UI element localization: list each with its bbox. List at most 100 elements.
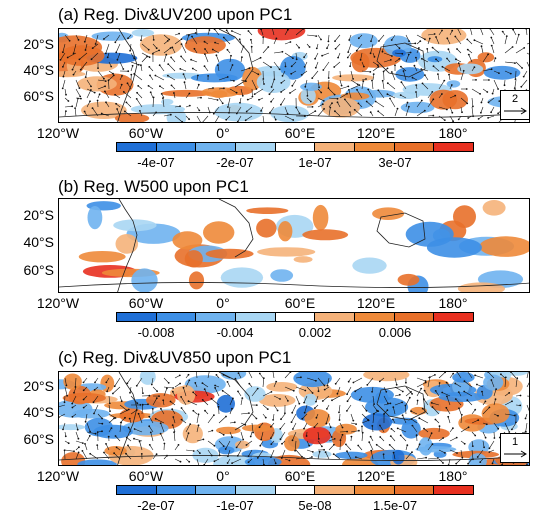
- wind-vector-head: [112, 74, 115, 77]
- wind-vector: [419, 417, 429, 424]
- wind-vector: [62, 79, 66, 89]
- wind-vector: [449, 115, 454, 122]
- wind-vector: [489, 29, 495, 36]
- wind-vector-head: [411, 76, 414, 79]
- wind-vector: [387, 82, 396, 90]
- anomaly-contour: [321, 97, 361, 118]
- wind-vector: [482, 54, 489, 63]
- lon-label: 120°E: [356, 125, 396, 141]
- wind-vector-head: [82, 389, 85, 392]
- wind-vector: [218, 449, 220, 456]
- wind-vector-head: [331, 102, 333, 105]
- wind-vector-head: [245, 110, 248, 113]
- wind-vector-head: [373, 413, 375, 415]
- wind-vector-head: [295, 58, 298, 61]
- wind-vector: [216, 55, 220, 63]
- wind-vector-head: [178, 32, 180, 35]
- wind-vector: [488, 115, 495, 119]
- wind-vector-head: [247, 461, 250, 463]
- wind-vector-head: [158, 64, 161, 67]
- wind-vector-head: [418, 417, 421, 420]
- wind-vector-head: [179, 68, 182, 70]
- wind-vector-head: [321, 54, 323, 57]
- wind-vector: [523, 70, 528, 77]
- wind-vector: [353, 377, 363, 383]
- wind-vector-head: [438, 425, 441, 427]
- wind-vector: [370, 43, 374, 54]
- wind-vector: [458, 408, 462, 415]
- wind-vector: [223, 374, 231, 379]
- wind-vector-head: [154, 417, 157, 420]
- wind-vector: [431, 402, 440, 406]
- wind-vector-head: [434, 418, 437, 421]
- wind-vector-head: [399, 94, 402, 96]
- wind-vector-head: [61, 87, 64, 90]
- wind-vector-head: [431, 91, 434, 93]
- wind-vector: [273, 51, 283, 54]
- wind-vector: [227, 449, 231, 457]
- wind-vector-head: [355, 456, 357, 458]
- wind-vector-head: [84, 443, 86, 445]
- anomaly-contour: [421, 29, 467, 45]
- anomaly-contour: [122, 420, 169, 436]
- wind-vector-head: [346, 400, 349, 403]
- anomaly-contour: [213, 455, 256, 465]
- wind-vector-head: [258, 98, 260, 101]
- wind-vector-head: [127, 70, 130, 73]
- wind-vector: [139, 441, 143, 451]
- wind-vector-head: [245, 444, 248, 446]
- wind-vector-head: [487, 53, 489, 56]
- wind-vector: [292, 431, 297, 441]
- lon-label: 180°: [438, 125, 468, 141]
- wind-vector: [262, 46, 269, 54]
- wind-vector: [345, 444, 352, 451]
- anomaly-contour: [256, 218, 277, 238]
- wind-vector: [370, 34, 374, 42]
- wind-vector-head: [356, 88, 358, 91]
- wind-vector: [188, 400, 198, 406]
- wind-vector: [163, 114, 171, 117]
- colorbar-segment: [196, 313, 237, 321]
- colorbar-label: 0.002: [298, 325, 332, 340]
- wind-vector: [460, 70, 464, 81]
- wind-vector-head: [513, 87, 516, 89]
- wind-vector-head: [103, 38, 105, 40]
- wind-vector-head: [305, 435, 308, 437]
- wind-vector-head: [514, 78, 517, 80]
- wind-vector-head: [272, 419, 274, 421]
- anomaly-contour: [351, 52, 370, 73]
- wind-vector-head: [458, 407, 460, 410]
- wind-vector-head: [320, 38, 322, 41]
- wind-vector-head: [498, 100, 501, 102]
- wind-vector: [167, 63, 176, 72]
- panel-title: (c) Reg. Div&UV850 upon PC1: [58, 348, 292, 367]
- wind-vector-head: [435, 58, 437, 61]
- wind-vector-head: [382, 70, 385, 73]
- wind-vector-head: [500, 373, 502, 376]
- wind-vector: [103, 34, 110, 40]
- wind-vector-head: [303, 401, 305, 404]
- colorbar-label: 0.006: [378, 325, 412, 340]
- wind-vector-head: [181, 121, 184, 122]
- wind-vector: [339, 93, 348, 99]
- wind-vector-head: [497, 414, 499, 417]
- wind-vector: [481, 46, 484, 54]
- wind-vector-head: [163, 442, 166, 445]
- wind-vector-head: [104, 52, 107, 55]
- wind-vector: [394, 402, 403, 406]
- wind-vector: [236, 440, 242, 448]
- wind-vector: [361, 420, 369, 424]
- wind-vector: [134, 428, 143, 433]
- wind-vector-head: [419, 40, 422, 42]
- colorbar: [116, 312, 474, 322]
- wind-vector-head: [409, 51, 412, 54]
- wind-vector: [350, 413, 354, 421]
- wind-vector: [438, 372, 446, 379]
- wind-vector: [64, 34, 70, 41]
- colorbar-segment: [196, 486, 237, 494]
- lon-label: 0°: [216, 125, 230, 141]
- wind-vector-head: [326, 384, 329, 387]
- wind-vector-head: [471, 445, 474, 447]
- wind-vector-head: [93, 412, 95, 415]
- wind-vector-head: [241, 56, 243, 59]
